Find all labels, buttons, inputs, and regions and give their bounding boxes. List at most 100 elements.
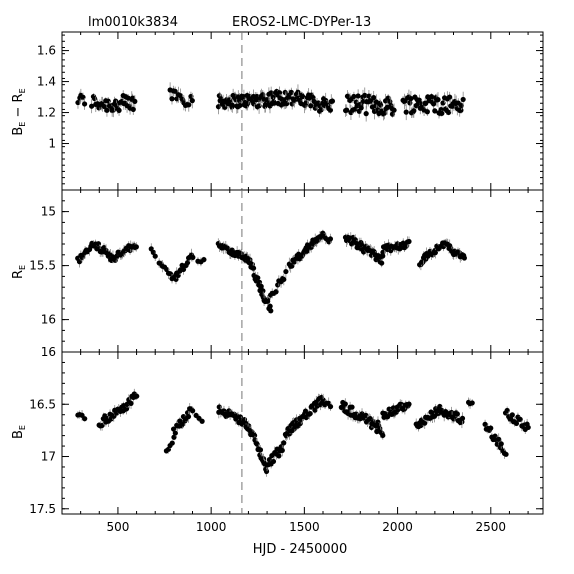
x-axis-title: HJD - 2450000 (253, 542, 347, 557)
top-data-point (229, 102, 235, 108)
bottom-data-point (169, 440, 175, 446)
top-data-point (371, 95, 377, 101)
bottom-ytick-label: 17.5 (29, 502, 56, 516)
middle-data-point (268, 308, 274, 314)
top-data-point (303, 100, 309, 106)
b-magnitude-panel: 16 16.5 17 17.5 500 1000 1500 2000 2500 (29, 345, 544, 534)
top-data-point (222, 104, 228, 110)
bottom-ylabel: BE (11, 425, 27, 439)
top-data-point (408, 95, 414, 102)
middle-data-point (388, 248, 394, 254)
bottom-data-point (422, 420, 428, 426)
bottom-data-point (134, 393, 140, 399)
top-data-point (432, 108, 438, 114)
bottom-data-point (437, 403, 443, 410)
xtick-label: 2500 (476, 520, 507, 534)
field-id-label: lm0010k3834 (88, 15, 178, 30)
middle-data-point (184, 260, 191, 266)
bottom-data-point (459, 415, 466, 421)
middle-data-point (173, 276, 179, 282)
bottom-data-point (279, 447, 285, 454)
top-data-point (362, 92, 368, 99)
bottom-data-point (509, 412, 515, 418)
middle-data-point (380, 253, 386, 259)
top-data-point (318, 107, 324, 113)
bottom-data-point (342, 401, 348, 407)
top-data-point (75, 99, 81, 106)
top-data-point (284, 101, 290, 107)
top-data-point (282, 89, 288, 96)
top-data-point (270, 94, 276, 100)
top-data-point (260, 92, 266, 98)
top-data-point (363, 111, 369, 117)
middle-data-point (379, 260, 385, 266)
bottom-data-point (123, 406, 130, 412)
top-ylabel: BE − RE (11, 88, 27, 135)
middle-data-point (95, 241, 102, 247)
top-data-point (329, 98, 336, 104)
top-data-point (355, 93, 361, 99)
top-data-point (308, 103, 314, 109)
top-data-point (460, 96, 466, 103)
middle-data-point (267, 303, 273, 309)
middle-ytick-label: 15.5 (29, 259, 56, 273)
top-data-point (81, 101, 88, 107)
top-data-point (116, 107, 122, 113)
bottom-data-point (276, 453, 282, 459)
top-data-point (105, 98, 111, 104)
top-data-point (435, 97, 441, 103)
bottom-data-point (367, 415, 373, 422)
top-data-point (186, 102, 192, 108)
top-data-point (381, 110, 388, 116)
top-data-point (411, 108, 417, 114)
middle-data-point (133, 244, 139, 250)
top-data-point (373, 103, 379, 109)
top-data-point (458, 102, 465, 109)
top-data-point (89, 103, 95, 109)
bottom-data-point (448, 409, 455, 416)
top-data-point (351, 93, 357, 100)
middle-data-point (406, 238, 412, 245)
top-data-point (447, 94, 453, 100)
top-data-point (113, 98, 119, 104)
middle-data-point (273, 289, 279, 295)
bottom-data-point (172, 430, 178, 436)
top-data-point (132, 98, 138, 104)
middle-data-point (289, 263, 295, 269)
top-data-point (276, 90, 283, 96)
bottom-data-point (496, 436, 502, 442)
top-data-point (169, 96, 175, 102)
top-data-point (300, 93, 306, 100)
bottom-data-point (380, 432, 386, 439)
bottom-data-point (513, 420, 520, 427)
middle-data-point (265, 298, 271, 304)
middle-data-point (283, 268, 289, 275)
top-data-point (245, 100, 251, 107)
bottom-data-point (482, 421, 488, 427)
top-data-point (439, 110, 445, 116)
top-ytick-label: 1 (48, 137, 56, 151)
middle-plot-frame (61, 189, 544, 353)
bottom-data-point (270, 458, 277, 465)
bottom-data-point (503, 451, 509, 457)
bottom-data-point (307, 410, 313, 417)
bottom-data-point (349, 404, 355, 410)
top-data-point (403, 109, 409, 115)
middle-ytick-label: 16 (41, 313, 56, 327)
middle-data-point (201, 257, 207, 263)
bottom-data-point (254, 441, 260, 447)
bottom-data-point (406, 401, 412, 407)
bottom-data-point (257, 447, 264, 453)
bottom-data-point (488, 425, 494, 431)
xtick-label: 500 (106, 520, 129, 534)
top-ytick-label: 1.4 (37, 75, 56, 89)
bottom-data-point (399, 401, 405, 408)
top-data-point (391, 107, 397, 113)
bottom-data-point (82, 416, 88, 422)
top-data-point (288, 89, 294, 96)
top-data-point (327, 107, 334, 113)
top-data-point (104, 107, 110, 113)
xtick-label: 2000 (382, 520, 413, 534)
top-data-point (358, 105, 364, 111)
